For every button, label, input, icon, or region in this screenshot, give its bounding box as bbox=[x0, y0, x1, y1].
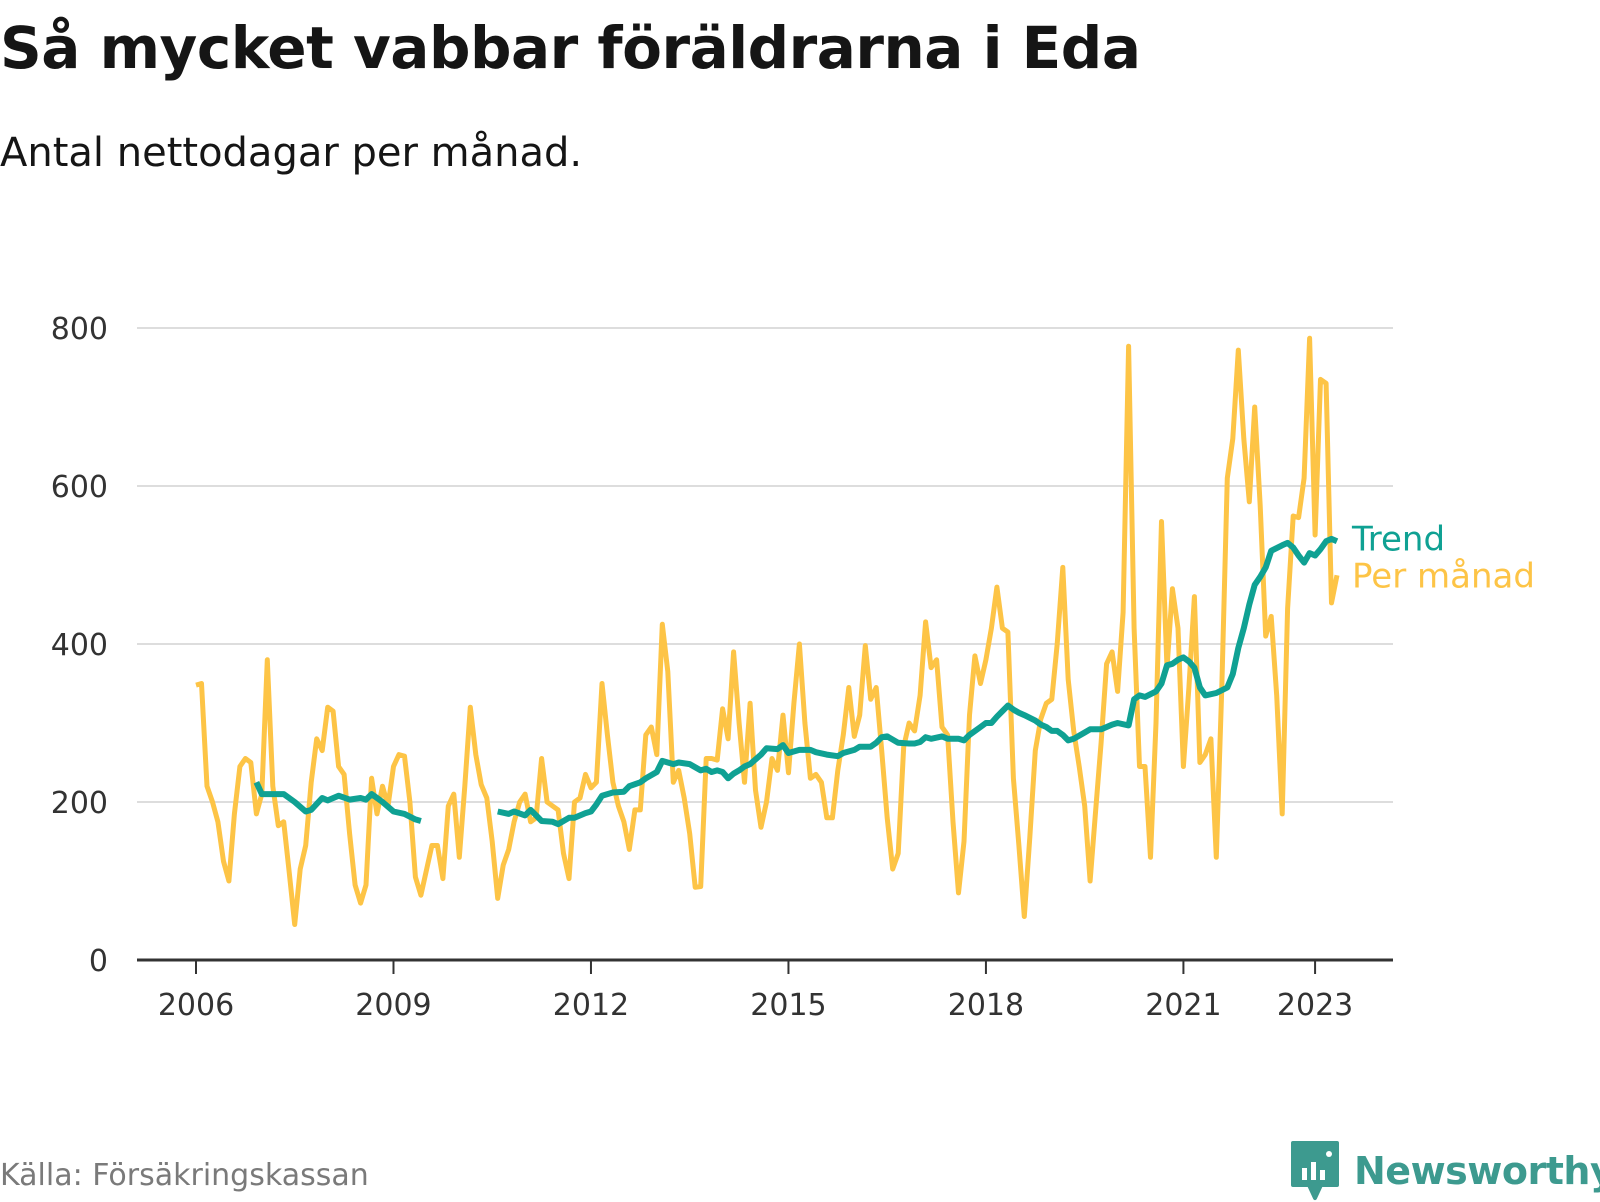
x-tick-label-2006: 2006 bbox=[158, 988, 234, 1023]
y-tick-label-400: 400 bbox=[51, 628, 108, 663]
x-tick-label-2023: 2023 bbox=[1277, 988, 1353, 1023]
y-tick-label-800: 800 bbox=[51, 312, 108, 347]
x-tick-label-2021: 2021 bbox=[1145, 988, 1221, 1023]
line-label-monthly: Per månad bbox=[1352, 556, 1535, 596]
brand-logo: Newsworthy bbox=[1290, 1140, 1600, 1202]
newsworthy-logo-icon bbox=[1291, 1141, 1339, 1200]
y-tick-label-0: 0 bbox=[89, 944, 108, 979]
x-tick-label-2012: 2012 bbox=[553, 988, 629, 1023]
x-tick-label-2018: 2018 bbox=[948, 988, 1024, 1023]
brand-name: Newsworthy bbox=[1354, 1149, 1600, 1193]
series-line-trend bbox=[253, 535, 1339, 828]
line-label-trend: Trend bbox=[1351, 519, 1445, 559]
x-tick-label-2015: 2015 bbox=[750, 988, 826, 1023]
y-tick-label-600: 600 bbox=[51, 470, 108, 505]
chart-title: Så mycket vabbar föräldrarna i Eda bbox=[0, 14, 1141, 82]
y-tick-label-200: 200 bbox=[51, 786, 108, 821]
axes: 0 200 400 600 800 2006 2009 2012 2015 2018 2021 202… bbox=[51, 312, 1393, 1023]
chart-subtitle: Antal nettodagar per månad. bbox=[0, 130, 583, 176]
x-tick-label-2009: 2009 bbox=[355, 988, 431, 1023]
series-line-monthly bbox=[195, 335, 1340, 927]
source-note: Källa: Försäkringskassan bbox=[0, 1158, 369, 1193]
series-lines bbox=[195, 335, 1340, 927]
